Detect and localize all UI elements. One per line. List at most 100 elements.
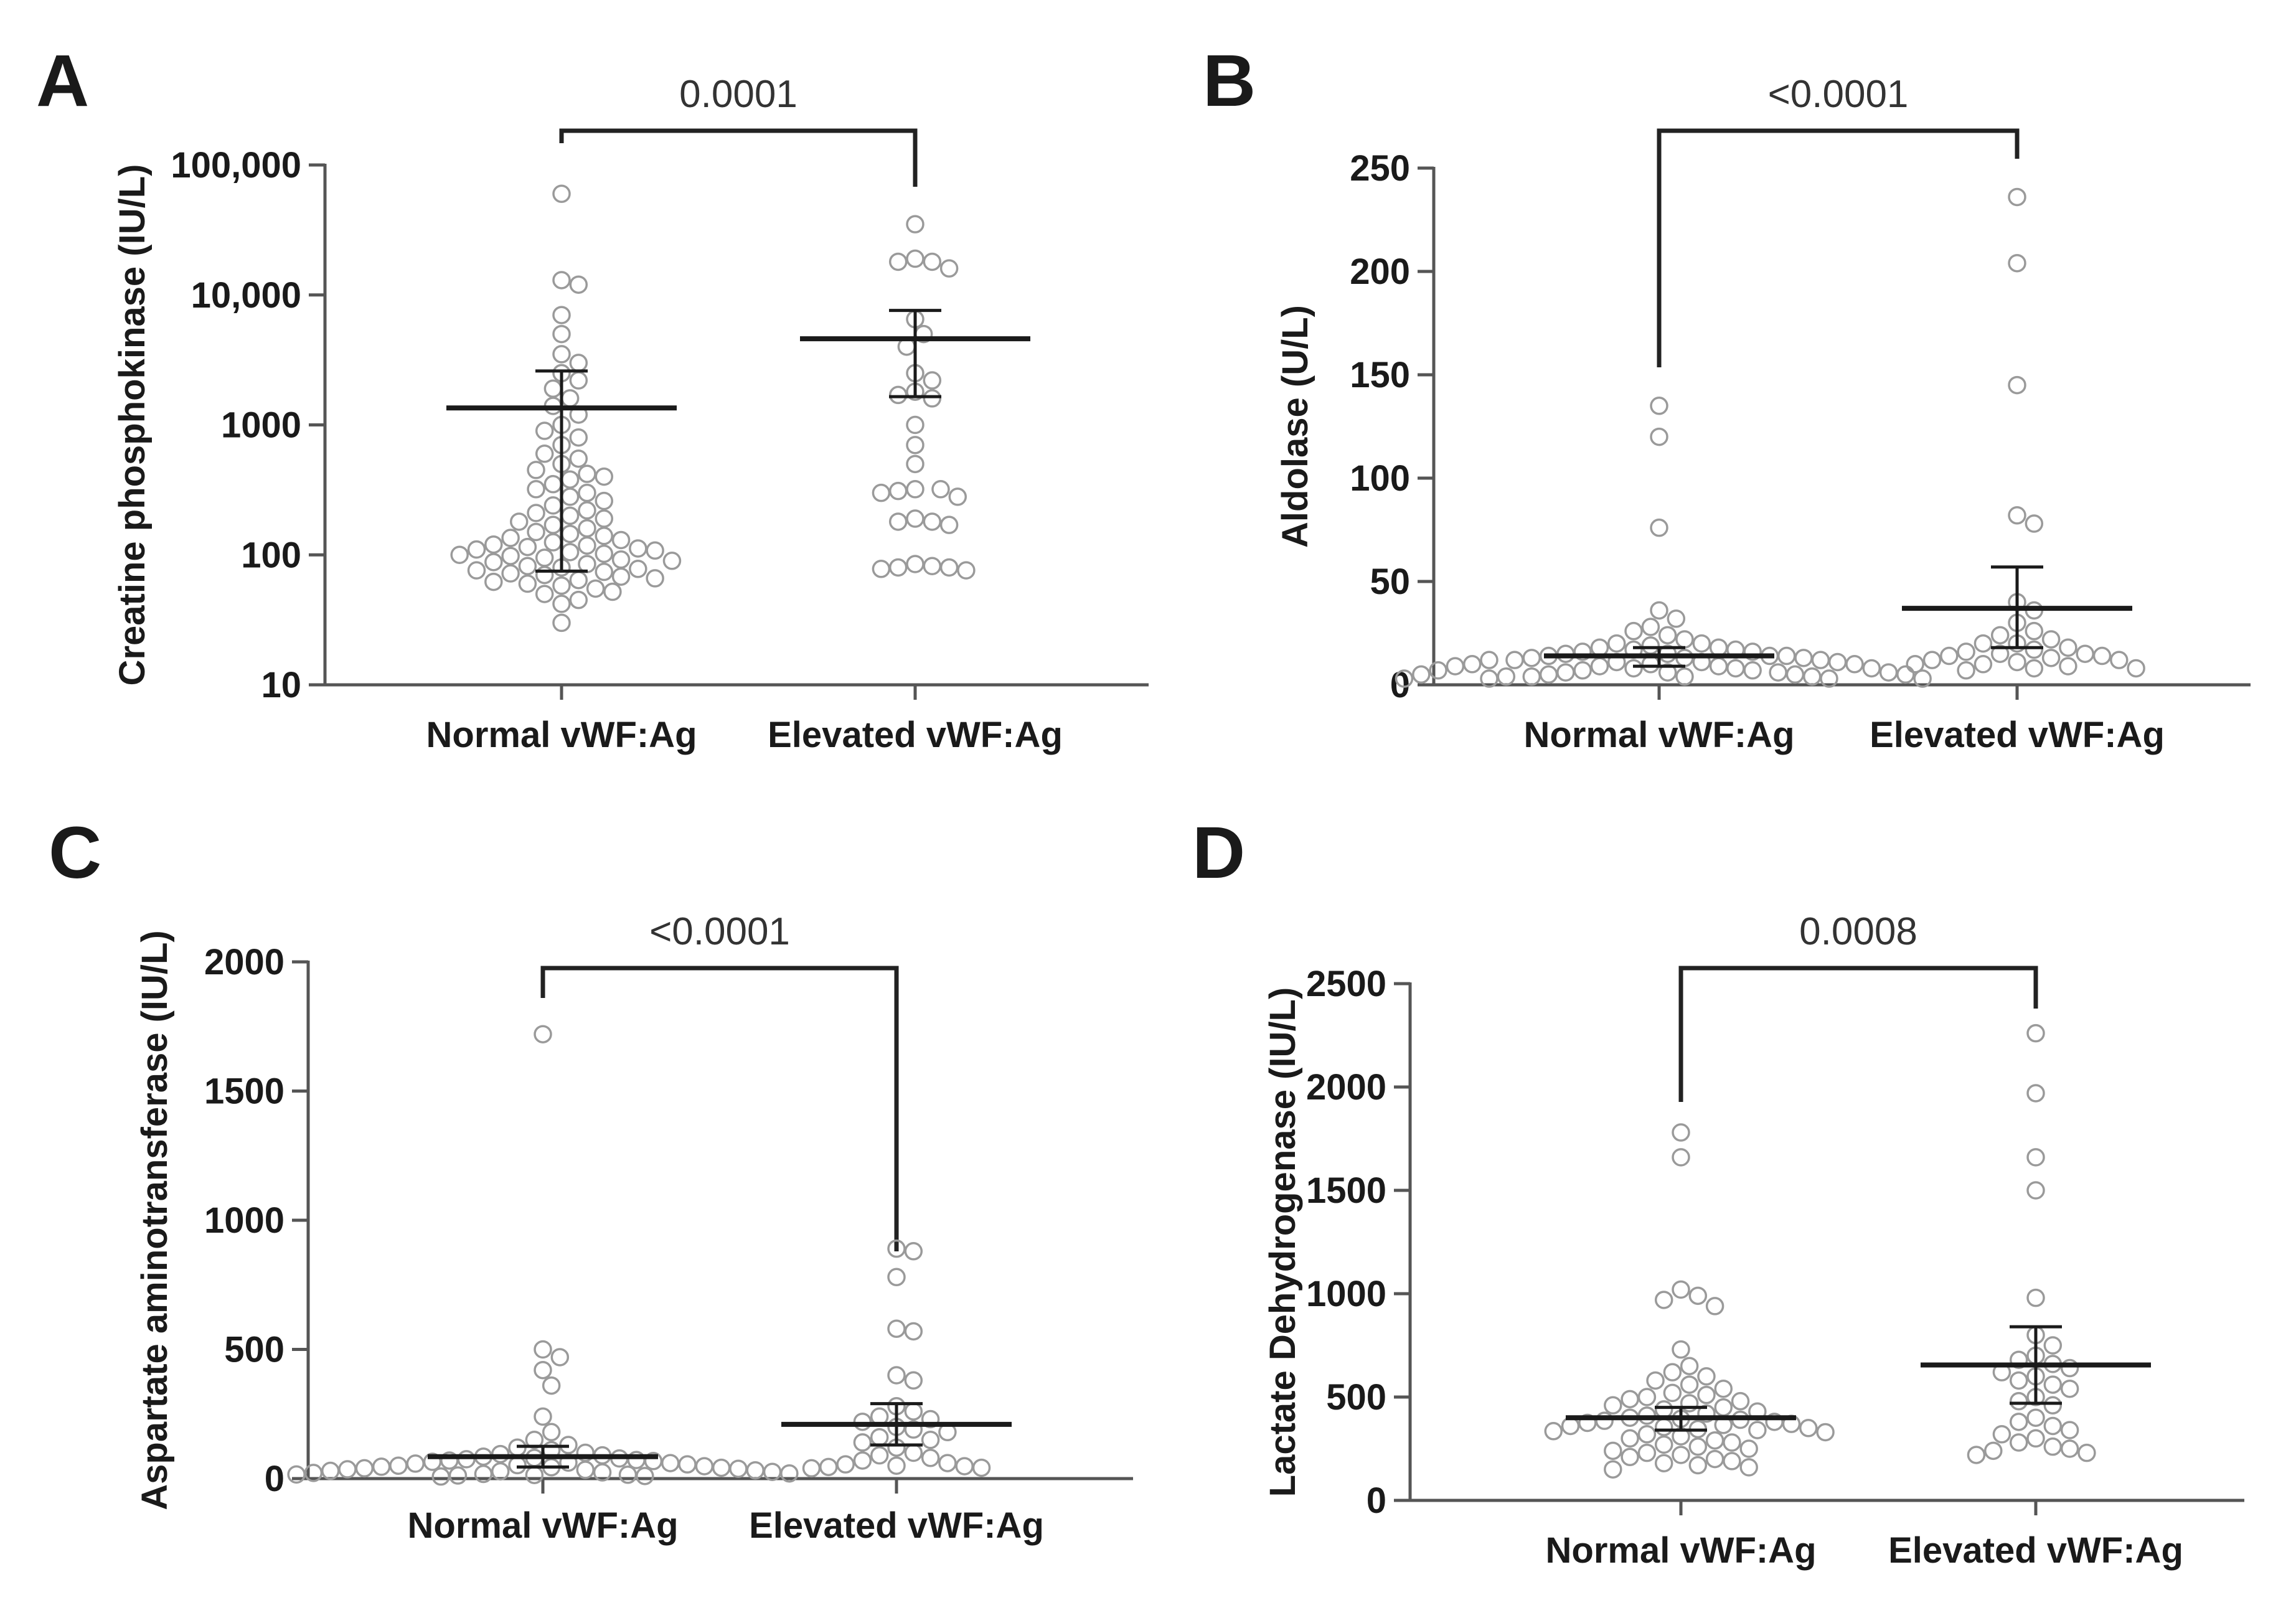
data-point xyxy=(1974,634,1993,653)
data-point xyxy=(586,579,605,598)
data-point xyxy=(1862,659,1881,678)
data-point xyxy=(870,1428,889,1447)
y-tick-label: 100 xyxy=(1350,458,1410,499)
data-point xyxy=(872,560,891,578)
data-point xyxy=(457,1450,476,1469)
data-point xyxy=(1675,630,1694,649)
data-point xyxy=(2008,506,2026,525)
data-point xyxy=(1624,621,1643,641)
data-point xyxy=(853,1412,872,1431)
data-point xyxy=(1672,1340,1690,1359)
data-point xyxy=(518,557,537,575)
x-tick-label: Elevated vWF:Ag xyxy=(1870,715,2165,755)
data-point xyxy=(2008,375,2026,395)
y-tick-label: 150 xyxy=(1350,355,1410,395)
data-point xyxy=(2008,187,2026,207)
data-point xyxy=(560,470,580,489)
data-point xyxy=(543,533,563,552)
data-point xyxy=(1811,651,1830,669)
data-point xyxy=(389,1456,408,1475)
data-point xyxy=(888,385,908,405)
data-point xyxy=(887,1366,906,1385)
y-tick-label: 500 xyxy=(224,1330,285,1370)
data-point xyxy=(543,474,563,494)
data-point xyxy=(906,436,925,454)
data-point xyxy=(1794,649,1813,667)
data-point xyxy=(1748,1421,1767,1439)
data-point xyxy=(1497,667,1516,686)
data-point xyxy=(2059,638,2077,657)
data-point xyxy=(1879,663,1898,682)
data-point xyxy=(1654,1454,1673,1472)
data-point xyxy=(1654,1291,1673,1309)
data-point xyxy=(467,540,486,559)
y-tick-label: 1000 xyxy=(1306,1274,1386,1314)
data-point xyxy=(595,562,613,581)
data-point xyxy=(287,1465,306,1484)
data-point xyxy=(1429,661,1447,680)
y-tick-label: 2500 xyxy=(1306,964,1386,1004)
data-point xyxy=(484,535,503,554)
data-point xyxy=(550,1348,570,1367)
data-point xyxy=(1777,646,1796,666)
data-point xyxy=(661,1454,680,1472)
data-point xyxy=(535,548,554,567)
data-point xyxy=(1604,1396,1622,1415)
data-point xyxy=(1412,665,1431,684)
data-point xyxy=(552,595,571,613)
data-point xyxy=(2041,649,2061,667)
data-point xyxy=(923,557,942,575)
data-point xyxy=(1675,667,1694,686)
data-point xyxy=(629,539,647,558)
data-point xyxy=(1731,1391,1750,1411)
data-point xyxy=(629,560,647,578)
data-point xyxy=(1637,1425,1657,1444)
y-tick-label: 100,000 xyxy=(171,145,301,186)
data-point xyxy=(1654,1400,1673,1419)
data-point xyxy=(2008,253,2026,273)
data-point xyxy=(921,1449,940,1467)
data-point xyxy=(2026,1024,2045,1043)
significance-bracket xyxy=(540,966,899,1251)
data-point xyxy=(448,1466,468,1485)
x-tick-label: Normal vWF:Ag xyxy=(408,1505,679,1546)
data-point xyxy=(780,1464,799,1483)
data-point xyxy=(431,1467,450,1486)
y-tick-label: 1500 xyxy=(204,1071,285,1112)
data-point xyxy=(1663,1363,1682,1381)
data-point xyxy=(518,537,537,557)
data-point xyxy=(372,1457,391,1476)
data-point xyxy=(543,515,563,534)
data-point xyxy=(1697,1404,1716,1423)
data-point xyxy=(1680,1394,1699,1413)
panel-letter-b: B xyxy=(1203,40,1256,122)
data-point xyxy=(931,480,950,499)
data-point xyxy=(569,570,588,590)
data-point xyxy=(1658,626,1677,645)
data-point xyxy=(1709,638,1728,657)
data-point xyxy=(1688,1456,1708,1475)
data-point xyxy=(595,491,613,511)
data-point xyxy=(1539,665,1558,684)
data-point xyxy=(1544,1422,1563,1441)
data-point xyxy=(853,1433,872,1452)
data-point xyxy=(887,1456,906,1475)
data-point xyxy=(1786,665,1805,684)
data-point xyxy=(1697,1385,1716,1405)
data-point xyxy=(1743,661,1762,680)
y-axis-title: Creatine phosphokinase (IU/L) xyxy=(112,164,153,686)
data-point xyxy=(1743,642,1762,661)
data-point xyxy=(1714,1379,1733,1398)
data-point xyxy=(1650,427,1668,446)
data-point xyxy=(578,483,596,502)
data-point xyxy=(646,541,664,560)
data-point xyxy=(1505,651,1524,669)
series-normal xyxy=(446,184,682,633)
data-point xyxy=(534,1025,552,1043)
data-point xyxy=(2076,644,2094,663)
data-point xyxy=(1650,601,1668,620)
data-point xyxy=(569,428,588,447)
significance-bracket xyxy=(1657,128,2020,367)
data-point xyxy=(2025,659,2044,678)
data-point xyxy=(906,480,925,499)
